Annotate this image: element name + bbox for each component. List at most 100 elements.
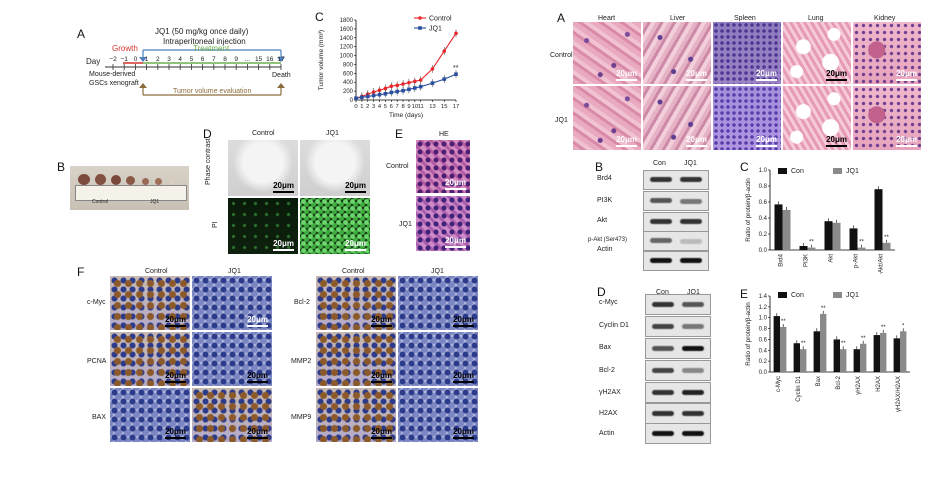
scale-bar: 20μm — [896, 69, 917, 81]
panel-e-right-label: E — [740, 287, 749, 301]
timeline-tick-label: 1 — [145, 56, 149, 63]
scale-bar: 20μm — [371, 371, 392, 383]
legend-label: JQ1 — [429, 26, 442, 33]
data-point — [413, 86, 417, 90]
y-tick-label: 0.0 — [759, 370, 768, 376]
y-tick-label: 1.2 — [759, 305, 768, 311]
y-tick-label: 0.2 — [759, 359, 768, 365]
blot-pakt — [643, 231, 709, 251]
b-protein-actin: Actin — [597, 246, 613, 253]
timeline-tick-label: 3 — [167, 56, 171, 63]
d-protein-bcl2: Bcl-2 — [599, 367, 615, 374]
timeline-tick-label: −2 — [109, 56, 117, 63]
x-tick-label: H2AX — [876, 376, 882, 392]
blot-brd4 — [643, 170, 709, 190]
timeline-title-line2: Intraperitoneal injection — [163, 37, 246, 46]
timeline-tick-label: 2 — [156, 56, 160, 63]
bar — [900, 331, 907, 372]
data-point — [360, 95, 364, 100]
b-con-header: Con — [653, 160, 666, 167]
lung-jq1-image: 20μm — [783, 86, 851, 150]
bar — [774, 204, 783, 250]
y-tick-label: 1200 — [340, 45, 354, 51]
data-point — [401, 82, 405, 86]
bar — [857, 247, 866, 250]
panel-b-left-label: B — [57, 160, 66, 174]
y-tick-label: 1.0 — [759, 168, 768, 174]
f-col-control-1: Control — [145, 268, 168, 275]
ihc-cmyc-jq1: 20μm — [192, 276, 272, 330]
bar — [860, 343, 867, 372]
ihc-cmyc-control: 20μm — [110, 276, 190, 330]
data-point — [442, 77, 447, 81]
tumor-control-2 — [95, 174, 106, 185]
data-point — [371, 93, 376, 98]
data-point — [430, 67, 435, 71]
data-point — [430, 81, 435, 85]
timeline-tick-label: 8 — [223, 56, 227, 63]
data-point — [413, 79, 417, 84]
significance-mark: ** — [861, 336, 866, 342]
d-protein-actin: Actin — [599, 430, 615, 437]
bar — [832, 222, 841, 250]
panel-a-left-label: A — [77, 27, 86, 41]
series-line — [355, 33, 457, 99]
x-tick-label: γH2AX — [856, 376, 862, 395]
blot-bcl2 — [645, 360, 711, 381]
x-tick-label: 3 — [372, 104, 375, 110]
blot-h2ax — [645, 403, 711, 424]
scale-bar: 20μm — [756, 135, 777, 147]
y-tick-label: 0.4 — [759, 216, 768, 222]
d-protein-h2ax: H2AX — [599, 410, 618, 417]
tumor-ruler — [75, 185, 187, 201]
tumor-control-label: Control — [92, 199, 109, 205]
bar — [793, 343, 800, 372]
bar — [833, 339, 840, 372]
heart-control-image: 20μm — [573, 22, 641, 84]
bar — [800, 349, 807, 372]
panel-c-left-label: C — [315, 10, 324, 24]
y-tick-label: 0.0 — [759, 248, 768, 254]
scale-bar: 20μm — [826, 69, 847, 81]
blot-pi3k — [643, 191, 709, 211]
ihc-mmp9-jq1: 20μm — [398, 388, 478, 442]
y-axis-title: Ratio of protein/β-actin — [745, 178, 752, 242]
significance-mark: ** — [821, 306, 826, 312]
lung-control-image: 20μm — [783, 22, 851, 84]
scale-bar: 20μm — [165, 371, 186, 383]
f-col-jq1-1: JQ1 — [228, 268, 241, 275]
y-tick-label: 400 — [343, 80, 354, 86]
x-tick-label: 11 — [418, 104, 424, 110]
bar — [893, 338, 900, 372]
blot-cyclind1 — [645, 316, 711, 337]
ihc-mmp2-control: 20μm — [316, 332, 396, 386]
f-col-jq1-2: JQ1 — [431, 268, 444, 275]
protein-ratio-chart-e: 0.0 0.2 0.4 0.6 0.8 1.0 1.2 1.4 Ratio of protein… — [745, 292, 910, 412]
y-tick-label: 600 — [343, 71, 354, 77]
bar — [813, 331, 820, 372]
e-row-jq1: JQ1 — [399, 221, 412, 228]
legend-label: Control — [429, 16, 452, 23]
bar — [824, 221, 833, 250]
significance-mark: ** — [881, 325, 886, 331]
y-tick-label: 1000 — [340, 54, 354, 60]
b-protein-pi3k: PI3K — [597, 197, 613, 204]
scale-bar: 20μm — [345, 181, 366, 193]
data-point — [377, 88, 382, 93]
x-tick-label: 13 — [429, 104, 435, 110]
data-point — [389, 84, 394, 89]
panel-a-right-label: A — [557, 11, 566, 25]
scale-bar: 20μm — [247, 371, 268, 383]
significance-mark: * — [902, 323, 905, 329]
x-tick-label: 1 — [360, 104, 363, 110]
blot-gh2ax — [645, 382, 711, 403]
scale-bar: 20μm — [371, 427, 392, 439]
ihc-pcna-control: 20μm — [110, 332, 190, 386]
significance-mark: ** — [884, 235, 889, 241]
x-tick-label: p-Akt — [854, 254, 860, 268]
y-tick-label: 0.6 — [759, 337, 768, 343]
tumor-photo: Control JQ1 — [70, 166, 189, 210]
x-tick-label: Cyclin D1 — [796, 375, 802, 401]
timeline-tick-label: 15 — [255, 56, 263, 63]
pi-control-image: 20μm — [228, 198, 298, 254]
